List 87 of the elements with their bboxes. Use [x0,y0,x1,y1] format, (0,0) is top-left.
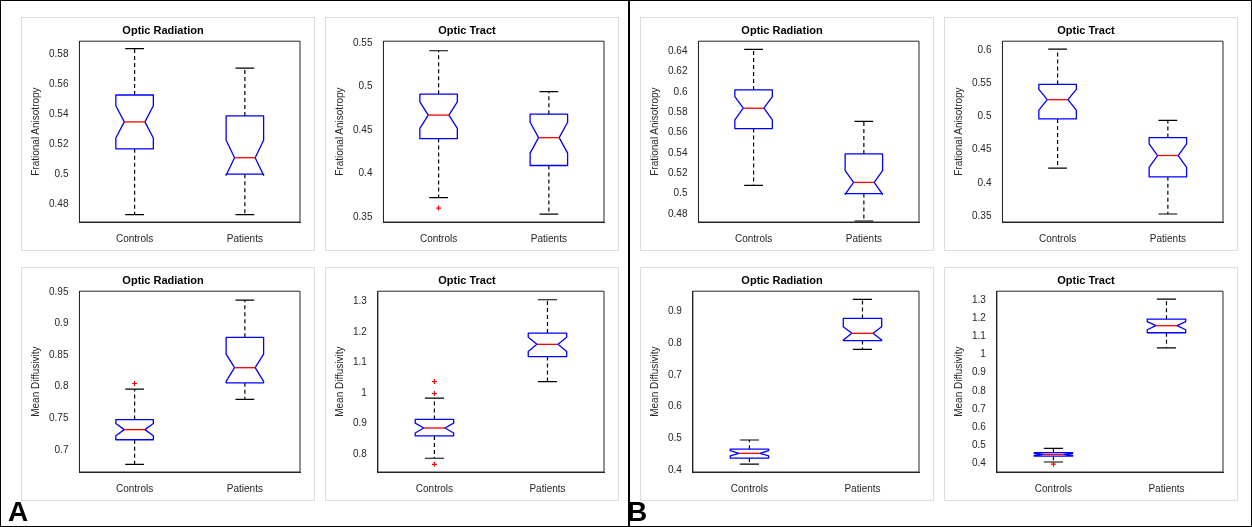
y-tick-label: 0.95 [48,285,69,297]
y-tick-label: 0.5 [668,431,683,443]
y-tick-label: 0.6 [668,400,683,412]
y-axis-title: Frational Anisotropy [648,87,660,176]
chart-title: Optic Tract [438,273,497,286]
x-tick-label: Patients [1149,232,1186,244]
y-tick-label: 0.54 [667,146,688,158]
y-axis-title: Mean Diffusivity [952,346,964,417]
y-axis-title: Mean Diffusivity [333,346,345,417]
chart-title: Optic Tract [1057,23,1116,36]
y-tick-label: 0.5 [972,439,987,451]
y-tick-label: 0.52 [667,166,688,178]
text: A [8,496,29,527]
y-axis-title: Mean Diffusivity [648,346,660,417]
y-axis-title: Mean Diffusivity [29,346,41,417]
x-tick-label: Patients [845,232,882,244]
y-tick-label: 0.4 [668,463,683,475]
x-tick-label: Controls [1034,482,1073,494]
y-tick-label: 0.62 [667,65,688,77]
y-tick-label: 0.35 [352,210,373,222]
y-tick-label: 0.9 [972,366,987,378]
chart-title: Optic Radiation [741,273,823,286]
y-axis-title: Frational Anisotropy [333,87,345,176]
y-tick-label: 0.6 [977,43,992,55]
y-tick-label: 0.48 [48,197,69,209]
y-tick-label: 0.7 [54,443,69,455]
y-tick-label: 0.45 [971,143,992,155]
y-tick-label: 1.2 [972,312,987,323]
x-tick-label: Patients [530,232,567,244]
chart-title: Optic Radiation [741,23,823,36]
y-tick-label: 1 [980,348,987,360]
y-tick-label: 0.9 [353,417,368,429]
x-tick-label: Controls [730,482,769,494]
y-tick-label: 1.1 [353,356,368,368]
y-axis-title: Frational Anisotropy [952,87,964,176]
y-tick-label: 0.52 [48,138,69,150]
y-tick-label: 0.55 [971,76,992,88]
x-tick-label: Patients [529,482,566,494]
y-tick-label: 0.5 [673,187,688,199]
y-tick-label: 0.6 [972,420,987,432]
y-tick-label: 0.4 [972,457,987,469]
y-tick-label: 0.8 [972,384,987,396]
y-tick-label: 0.45 [352,123,373,135]
y-tick-label: 1.1 [972,330,987,342]
x-tick-label: Patients [226,232,263,244]
y-tick-label: 0.75 [48,412,69,424]
y-tick-label: 0.48 [667,207,688,219]
x-tick-label: Patients [1148,482,1185,494]
chart-title: Optic Tract [1057,273,1116,286]
y-tick-label: 0.85 [48,348,69,360]
y-tick-label: 0.58 [48,48,69,60]
chart-title: Optic Radiation [122,23,204,36]
x-tick-label: Controls [415,482,454,494]
y-tick-label: 0.7 [668,368,683,380]
x-tick-label: Controls [419,232,458,244]
y-tick-label: 0.9 [54,317,69,329]
x-tick-label: Controls [115,482,154,494]
y-tick-label: 0.8 [353,447,368,459]
y-tick-label: 0.7 [972,402,987,414]
y-tick-label: 0.4 [358,167,373,179]
y-tick-label: 0.58 [667,106,688,118]
y-tick-label: 1.3 [972,293,987,305]
y-tick-label: 1.2 [353,325,368,337]
y-tick-label: 0.56 [667,126,688,138]
y-tick-label: 1 [361,386,368,398]
y-tick-label: 0.6 [673,85,688,97]
y-tick-label: 0.5 [54,167,69,179]
y-tick-label: 0.55 [352,36,373,48]
x-tick-label: Patients [226,482,263,494]
y-tick-label: 0.56 [48,78,69,90]
y-tick-label: 0.54 [48,108,69,120]
chart-title: Optic Radiation [122,273,204,286]
chart-title: Optic Tract [438,23,497,36]
x-tick-label: Controls [115,232,154,244]
y-tick-label: 0.64 [667,45,688,57]
y-tick-label: 0.9 [668,305,683,317]
y-tick-label: 0.5 [358,80,373,92]
y-tick-label: 0.5 [977,110,992,122]
y-axis-title: Frational Anisotropy [29,87,41,176]
y-tick-label: 0.8 [668,336,683,348]
y-tick-label: 0.8 [54,380,69,392]
x-tick-label: Patients [844,482,881,494]
x-tick-label: Controls [734,232,773,244]
y-tick-label: 0.4 [977,176,992,188]
x-tick-label: Controls [1038,232,1077,244]
y-tick-label: 0.35 [971,209,992,221]
y-tick-label: 1.3 [353,295,368,307]
